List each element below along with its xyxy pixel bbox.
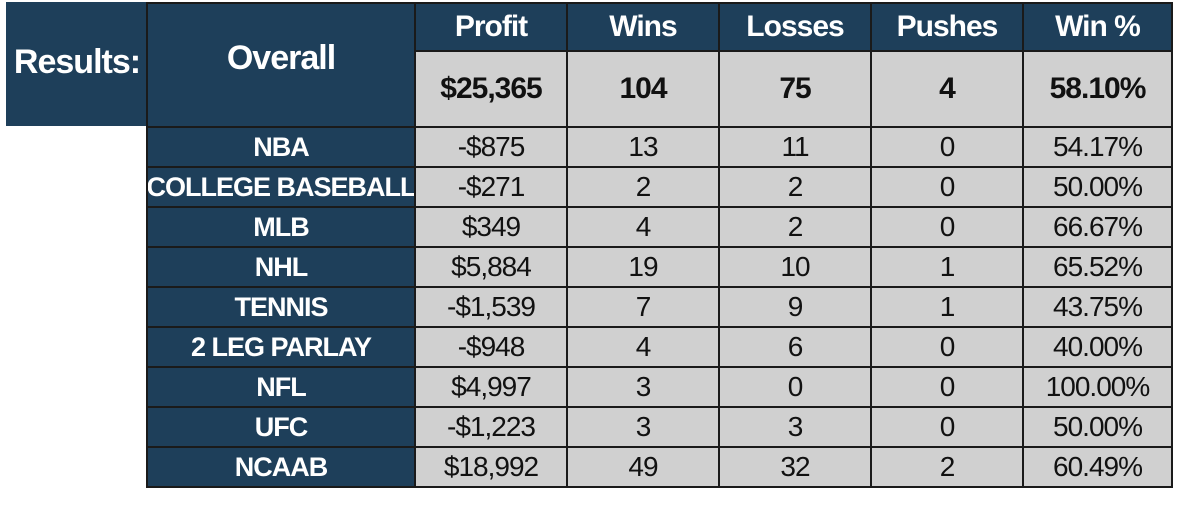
sport-label: UFC bbox=[148, 408, 416, 448]
win-pct-cell: 65.52% bbox=[1024, 248, 1173, 288]
win-pct-cell: 50.00% bbox=[1024, 408, 1173, 448]
losses-cell: 11 bbox=[720, 128, 872, 168]
header-profit: Profit bbox=[416, 4, 568, 52]
wins-cell: 7 bbox=[568, 288, 720, 328]
pushes-cell: 1 bbox=[872, 248, 1024, 288]
losses-cell: 6 bbox=[720, 328, 872, 368]
wins-cell: 2 bbox=[568, 168, 720, 208]
sport-label: NHL bbox=[148, 248, 416, 288]
sport-label: MLB bbox=[148, 208, 416, 248]
win-pct-cell: 50.00% bbox=[1024, 168, 1173, 208]
sport-label: NBA bbox=[148, 128, 416, 168]
profit-cell: -$948 bbox=[416, 328, 568, 368]
losses-cell: 10 bbox=[720, 248, 872, 288]
losses-cell: 2 bbox=[720, 208, 872, 248]
losses-cell: 0 bbox=[720, 368, 872, 408]
losses-cell: 3 bbox=[720, 408, 872, 448]
header-losses: Losses bbox=[720, 4, 872, 52]
wins-cell: 49 bbox=[568, 448, 720, 488]
overall-label: Overall bbox=[148, 4, 416, 128]
overall-win-pct: 58.10% bbox=[1024, 52, 1173, 128]
overall-profit: $25,365 bbox=[416, 52, 568, 128]
pushes-cell: 0 bbox=[872, 208, 1024, 248]
wins-cell: 19 bbox=[568, 248, 720, 288]
profit-cell: -$1,223 bbox=[416, 408, 568, 448]
losses-cell: 2 bbox=[720, 168, 872, 208]
pushes-cell: 1 bbox=[872, 288, 1024, 328]
win-pct-cell: 43.75% bbox=[1024, 288, 1173, 328]
sport-label: NFL bbox=[148, 368, 416, 408]
win-pct-cell: 66.67% bbox=[1024, 208, 1173, 248]
wins-cell: 3 bbox=[568, 408, 720, 448]
header-wins: Wins bbox=[568, 4, 720, 52]
pushes-cell: 0 bbox=[872, 168, 1024, 208]
results-table: Overall Profit Wins Losses Pushes Win % … bbox=[146, 2, 1173, 488]
pushes-cell: 2 bbox=[872, 448, 1024, 488]
wins-cell: 13 bbox=[568, 128, 720, 168]
wins-cell: 3 bbox=[568, 368, 720, 408]
profit-cell: $5,884 bbox=[416, 248, 568, 288]
win-pct-cell: 100.00% bbox=[1024, 368, 1173, 408]
header-win-pct: Win % bbox=[1024, 4, 1173, 52]
pushes-cell: 0 bbox=[872, 328, 1024, 368]
overall-wins: 104 bbox=[568, 52, 720, 128]
win-pct-cell: 60.49% bbox=[1024, 448, 1173, 488]
overall-pushes: 4 bbox=[872, 52, 1024, 128]
sport-label: 2 LEG PARLAY bbox=[148, 328, 416, 368]
sport-label: NCAAB bbox=[148, 448, 416, 488]
header-pushes: Pushes bbox=[872, 4, 1024, 52]
overall-losses: 75 bbox=[720, 52, 872, 128]
win-pct-cell: 40.00% bbox=[1024, 328, 1173, 368]
wins-cell: 4 bbox=[568, 208, 720, 248]
profit-cell: $349 bbox=[416, 208, 568, 248]
losses-cell: 32 bbox=[720, 448, 872, 488]
profit-cell: -$1,539 bbox=[416, 288, 568, 328]
sport-label: COLLEGE BASEBALL bbox=[148, 168, 416, 208]
profit-cell: $18,992 bbox=[416, 448, 568, 488]
results-label: Results: bbox=[6, 2, 148, 126]
profit-cell: $4,997 bbox=[416, 368, 568, 408]
pushes-cell: 0 bbox=[872, 408, 1024, 448]
win-pct-cell: 54.17% bbox=[1024, 128, 1173, 168]
profit-cell: -$271 bbox=[416, 168, 568, 208]
sport-label: TENNIS bbox=[148, 288, 416, 328]
profit-cell: -$875 bbox=[416, 128, 568, 168]
pushes-cell: 0 bbox=[872, 128, 1024, 168]
pushes-cell: 0 bbox=[872, 368, 1024, 408]
losses-cell: 9 bbox=[720, 288, 872, 328]
wins-cell: 4 bbox=[568, 328, 720, 368]
